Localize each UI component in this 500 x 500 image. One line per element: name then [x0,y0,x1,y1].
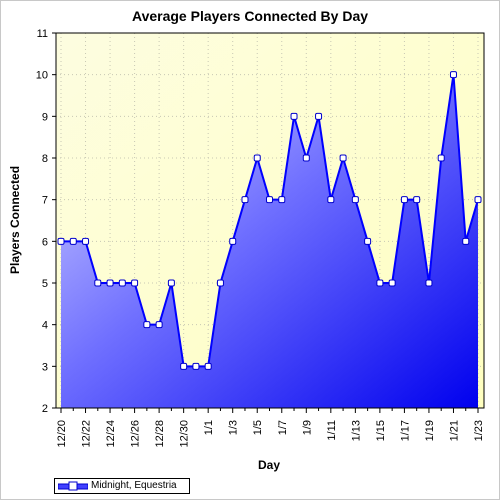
data-point [437,154,445,162]
y-tick-label: 8 [42,153,48,165]
data-point [180,362,188,370]
y-tick-label: 11 [37,28,48,40]
chart-title: Average Players Connected By Day [131,8,369,24]
y-axis: 2 3 4 5 6 7 8 9 10 11 [36,28,56,415]
data-point [143,321,151,329]
data-point [204,362,212,370]
series-points [57,71,482,370]
data-point [315,112,323,120]
y-tick-label: 4 [42,320,48,332]
data-point [155,321,163,329]
y-tick-label: 9 [42,111,48,123]
x-tick-label: 1/9 [301,420,313,435]
data-point [69,237,77,245]
data-point [351,196,359,204]
data-point [57,237,65,245]
data-point [266,196,273,204]
legend: Midnight, Equestria [54,478,190,494]
x-tick-label: 1/5 [252,420,264,435]
data-point [278,196,286,204]
x-tick-label: 12/20 [56,420,68,448]
data-point [94,279,102,287]
x-tick-label: 1/11 [326,420,338,441]
x-tick-label: 1/15 [375,420,387,441]
data-point [216,279,224,287]
x-axis-label: Day [258,458,280,472]
data-point [425,279,433,287]
data-point [192,362,200,370]
x-tick-label: 12/30 [179,420,191,448]
data-point [302,154,310,162]
data-point [462,237,470,245]
x-tick-label: 1/17 [399,420,411,441]
legend-swatch-icon [58,481,88,491]
x-tick-label: 1/1 [203,420,215,435]
x-tick-label: 12/26 [130,420,142,448]
data-point [413,196,421,204]
y-tick-label: 2 [42,403,48,415]
x-tick-label: 12/28 [154,420,166,448]
data-point [364,237,372,245]
data-point [167,279,175,287]
x-tick-label: 1/3 [228,420,240,435]
x-tick-label: 1/7 [277,420,289,435]
x-tick-label: 12/24 [105,420,117,448]
y-tick-label: 3 [42,361,48,373]
y-tick-label: 10 [36,70,48,82]
series-area [61,74,478,409]
data-point [82,237,90,245]
data-point [290,112,298,120]
data-point [241,196,249,204]
x-tick-label: 1/23 [473,420,485,441]
y-axis-label: Players Connected [8,166,22,274]
data-point [376,279,384,287]
data-point [106,279,114,287]
y-tick-label: 6 [42,236,48,248]
data-point [400,196,408,204]
data-point [474,196,482,204]
x-axis: 12/20 12/22 12/24 12/26 12/28 12/30 1/1 1/3 1/5 1… [56,408,485,448]
x-tick-label: 12/22 [81,420,93,448]
data-point [229,237,237,245]
data-point [449,71,457,79]
y-tick-label: 5 [42,278,48,290]
data-point [131,279,139,287]
data-point [118,279,126,287]
data-point [388,279,396,287]
legend-entry: Midnight, Equestria [91,480,177,491]
y-tick-label: 7 [42,195,48,207]
data-point [327,196,335,204]
x-tick-label: 1/21 [448,420,460,441]
data-point [253,154,261,162]
data-point [339,154,347,162]
x-tick-label: 1/13 [350,420,362,441]
x-tick-label: 1/19 [424,420,436,441]
